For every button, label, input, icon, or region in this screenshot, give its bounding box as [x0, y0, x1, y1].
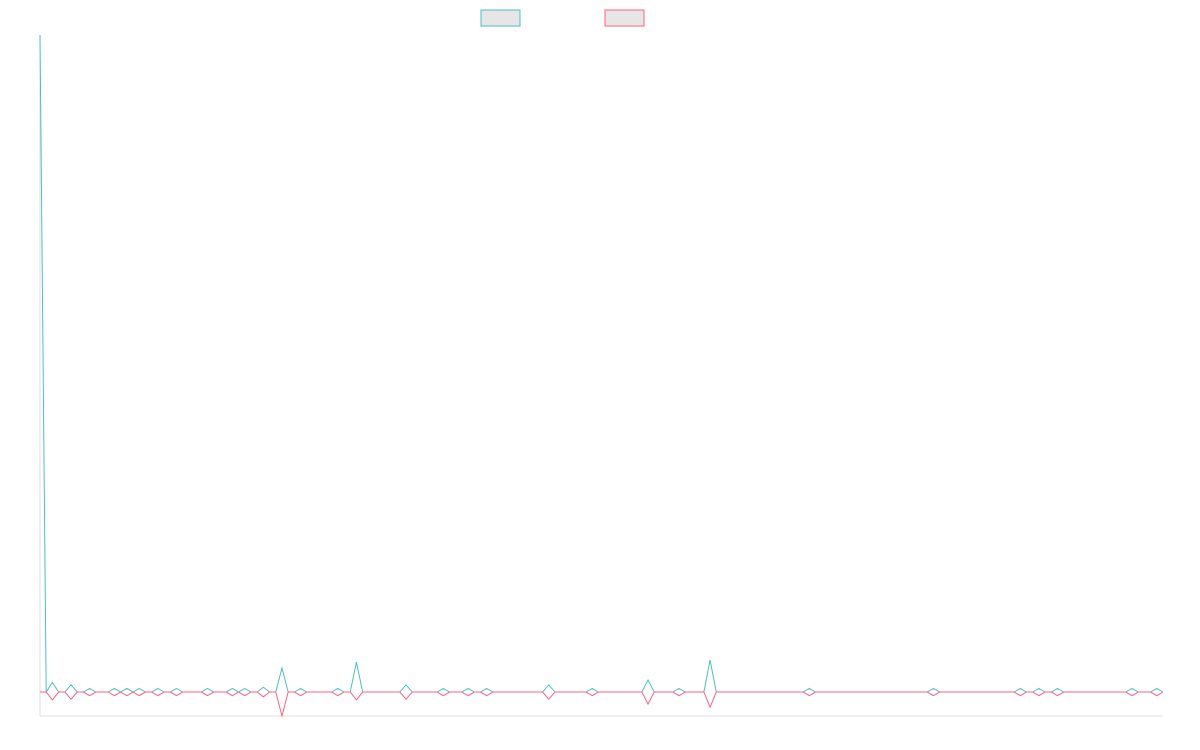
legend-swatch[interactable] [604, 9, 645, 27]
series-line [39, 34, 1164, 694]
series-line [40, 691, 1164, 718]
legend-swatch[interactable] [480, 9, 521, 27]
